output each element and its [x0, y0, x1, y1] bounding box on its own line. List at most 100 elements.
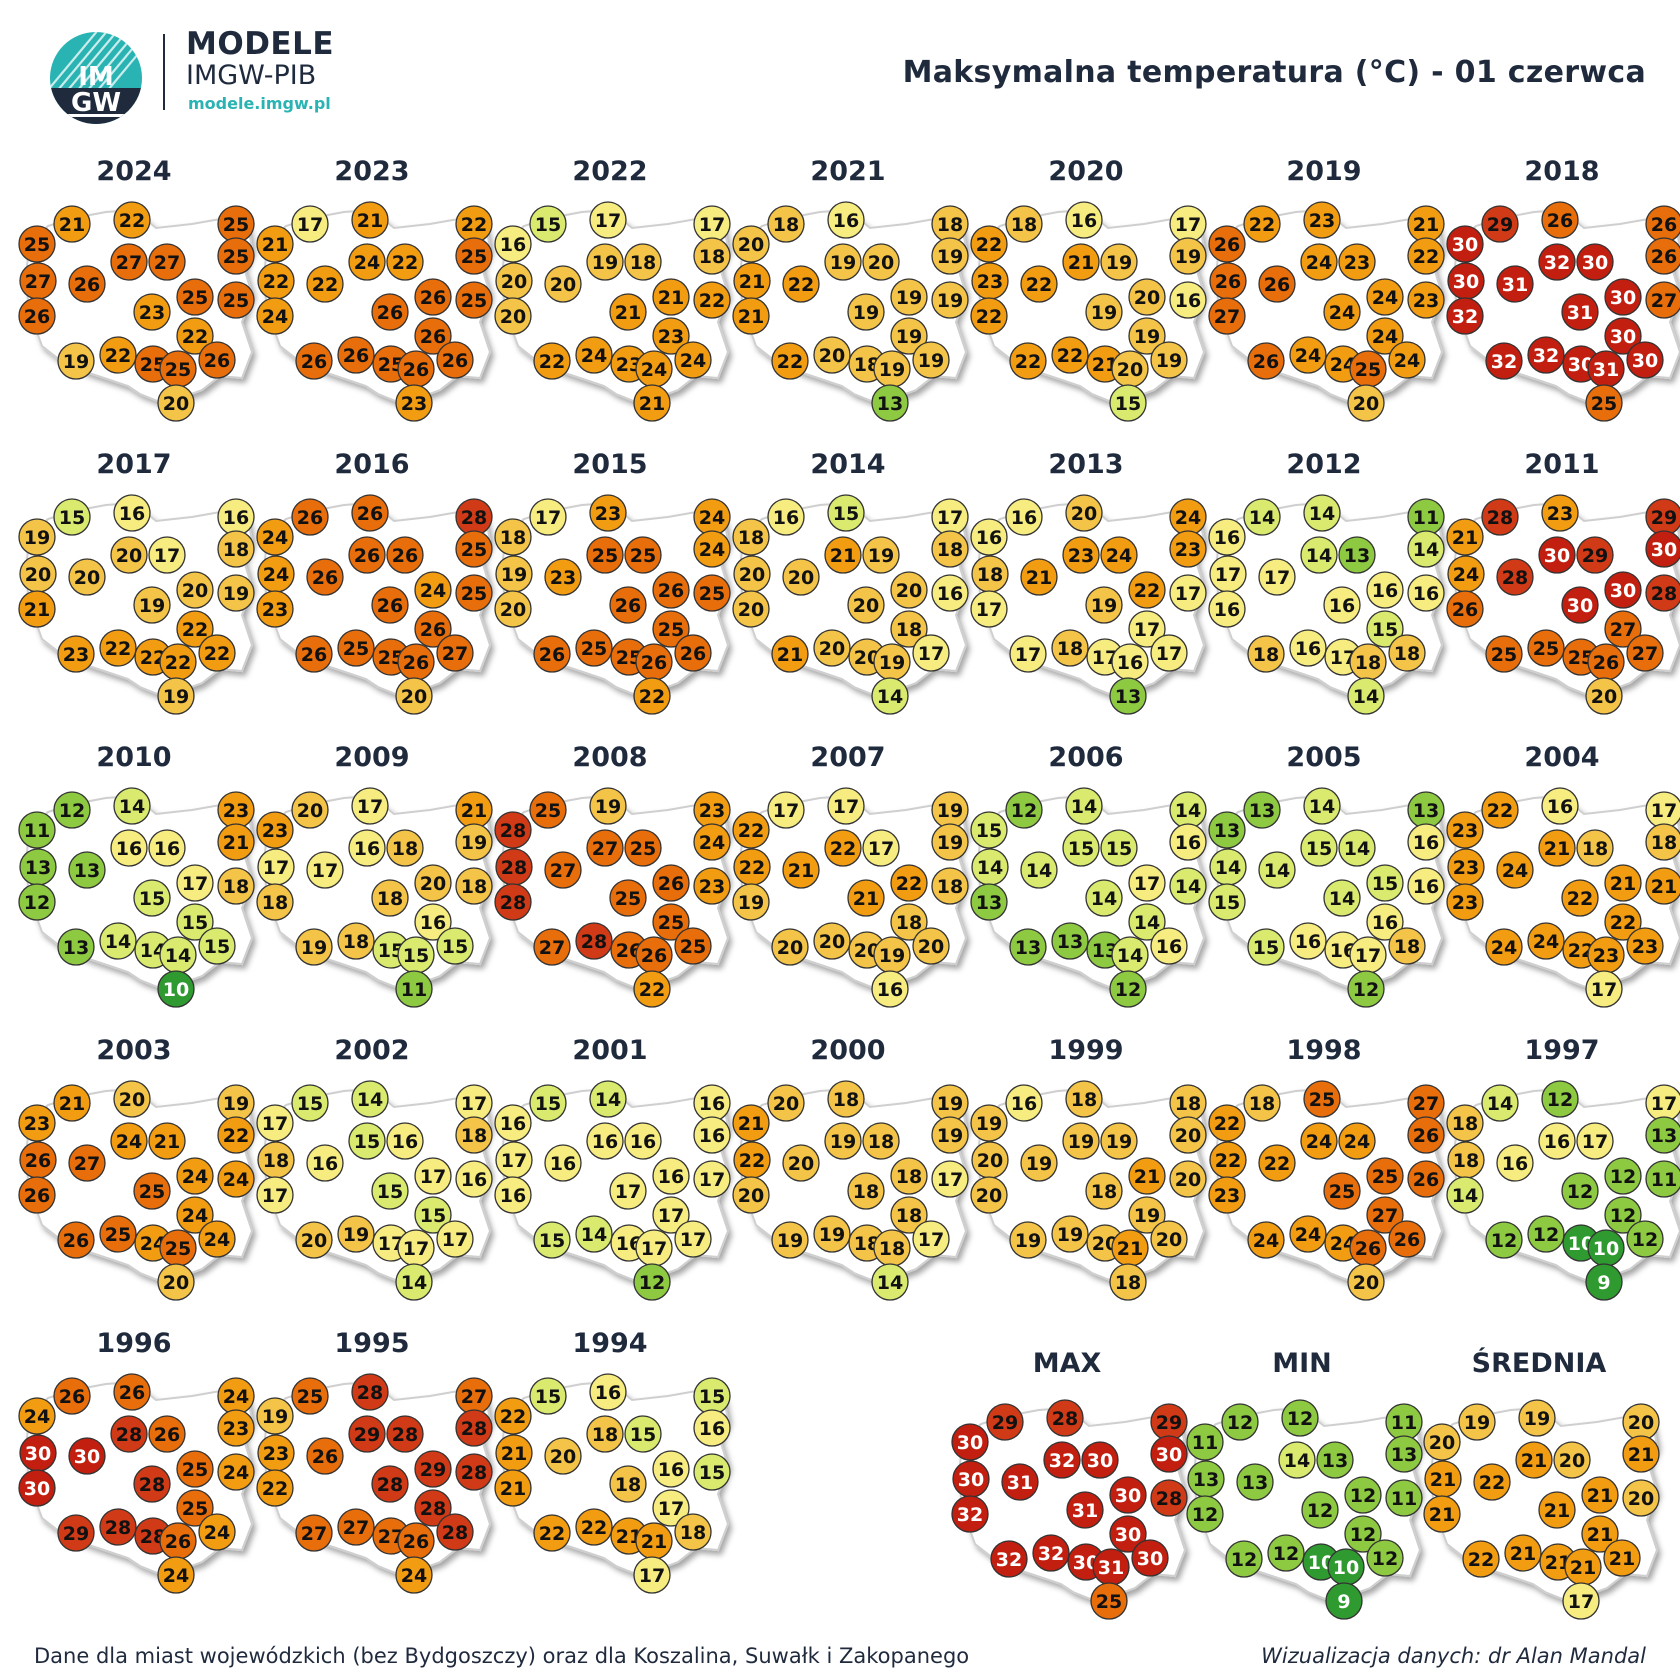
city-value: 17	[773, 800, 799, 822]
city-value: 26	[403, 1531, 429, 1553]
city-marker	[813, 1215, 851, 1253]
city-marker	[1323, 1172, 1361, 1210]
city-value: 12	[1491, 1230, 1517, 1252]
city-value: 29	[420, 1459, 446, 1481]
city-value: 26	[59, 1386, 85, 1408]
city-marker	[157, 970, 195, 1008]
city-marker	[306, 265, 344, 303]
city-marker	[1128, 903, 1166, 941]
city-value: 30	[24, 1478, 50, 1500]
city-marker	[586, 243, 624, 281]
city-marker	[455, 823, 493, 861]
city-value: 25	[658, 912, 684, 934]
city-value: 21	[461, 800, 487, 822]
city-marker	[1407, 867, 1445, 905]
city-value: 19	[830, 252, 856, 274]
city-value: 16	[877, 979, 903, 1001]
city-value: 14	[1117, 945, 1143, 967]
city-value: 26	[1253, 351, 1279, 373]
city-marker	[1065, 1080, 1103, 1118]
city-value: 25	[1491, 644, 1517, 666]
city-value: 16	[1547, 796, 1573, 818]
city-marker	[110, 1415, 148, 1453]
city-value: 22	[1134, 580, 1160, 602]
city-marker	[371, 1465, 409, 1503]
city-value: 15	[539, 1230, 565, 1252]
city-value: 17	[535, 507, 561, 529]
city-marker	[1604, 571, 1642, 609]
city-value: 24	[1533, 931, 1559, 953]
city-marker	[586, 829, 624, 867]
city-value: 19	[1015, 1230, 1041, 1252]
city-value: 16	[461, 1169, 487, 1191]
city-value: 12	[1632, 1229, 1658, 1251]
city-value: 25	[165, 359, 191, 381]
city-marker	[589, 1373, 627, 1411]
city-value: 24	[1502, 860, 1528, 882]
city-marker	[295, 635, 333, 673]
city-value: 21	[830, 545, 856, 567]
city-value: 17	[699, 1169, 725, 1191]
city-marker	[1462, 1540, 1500, 1578]
city-marker	[1366, 610, 1404, 648]
city-value: 26	[539, 644, 565, 666]
city-marker	[455, 237, 493, 275]
city-marker	[1446, 883, 1484, 921]
city-marker	[18, 225, 56, 263]
brand-url-link[interactable]: modele.imgw.pl	[188, 94, 331, 113]
city-marker	[348, 829, 386, 867]
city-marker	[99, 922, 137, 960]
city-value: 22	[1215, 1150, 1241, 1172]
city-value: 19	[937, 800, 963, 822]
city-marker	[295, 1221, 333, 1259]
city-marker	[931, 281, 969, 319]
city-marker	[1289, 922, 1327, 960]
city-marker	[1020, 558, 1058, 596]
city-value: 24	[1453, 564, 1479, 586]
city-value: 18	[263, 1150, 289, 1172]
city-value: 20	[1175, 1125, 1201, 1147]
city-value: 23	[1413, 290, 1439, 312]
city-value: 19	[1026, 1153, 1052, 1175]
city-marker	[295, 1514, 333, 1552]
map-title: 2016	[334, 449, 409, 480]
city-marker	[1645, 281, 1680, 319]
city-value: 11	[1391, 1488, 1417, 1510]
city-value: 30	[1610, 287, 1636, 309]
city-value: 21	[24, 599, 50, 621]
city-marker	[1100, 243, 1138, 281]
map-title: 1999	[1048, 1035, 1123, 1066]
city-marker	[1585, 970, 1623, 1008]
map-title: 2014	[810, 449, 885, 480]
city-marker	[1604, 317, 1642, 355]
city-value: 31	[1567, 302, 1593, 324]
city-value: 19	[343, 1224, 369, 1246]
city-value: 15	[182, 912, 208, 934]
city-marker	[1225, 1540, 1263, 1578]
city-value: 23	[223, 800, 249, 822]
city-value: 19	[879, 652, 905, 674]
city-value: 25	[461, 583, 487, 605]
city-marker	[306, 851, 344, 889]
page-title: Maksymalna temperatura (°C) - 01 czerwca	[902, 55, 1646, 90]
city-value: 25	[1355, 359, 1381, 381]
city-value: 22	[392, 252, 418, 274]
city-marker	[1561, 293, 1599, 331]
city-value: 17	[1134, 873, 1160, 895]
city-marker	[1347, 1263, 1385, 1301]
city-marker	[1538, 536, 1576, 574]
city-marker	[455, 530, 493, 568]
city-value: 20	[1591, 686, 1617, 708]
city-marker	[414, 1450, 452, 1488]
city-value: 17	[461, 1093, 487, 1115]
city-value: 14	[1413, 539, 1439, 561]
city-marker	[57, 928, 95, 966]
city-marker	[198, 927, 236, 965]
city-value: 13	[1115, 686, 1141, 708]
city-value: 18	[1394, 643, 1420, 665]
city-value: 16	[392, 1131, 418, 1153]
city-marker	[890, 1157, 928, 1195]
city-value: 16	[354, 838, 380, 860]
city-marker	[1247, 928, 1285, 966]
